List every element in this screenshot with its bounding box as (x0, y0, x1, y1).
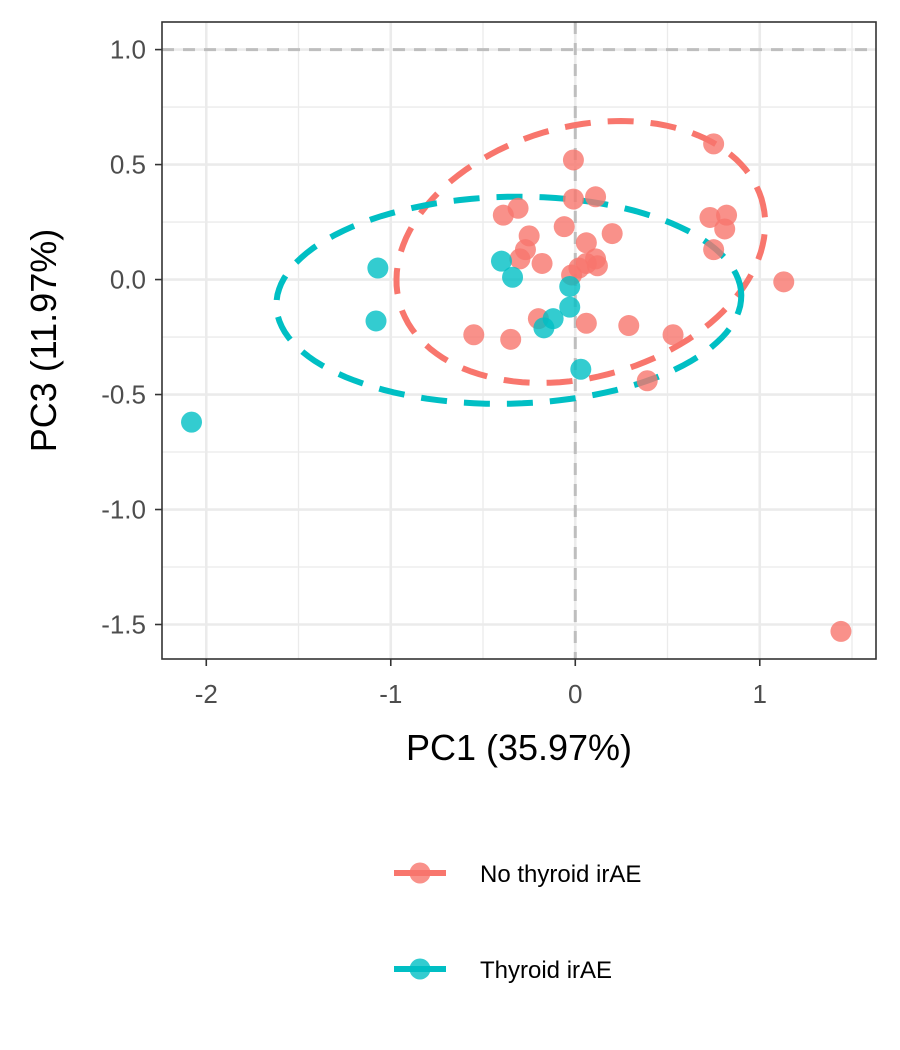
reference-lines (162, 22, 876, 659)
data-point (586, 255, 608, 277)
ellipse (393, 117, 769, 386)
data-point (553, 216, 575, 238)
y-axis-ticks: 1.0 0.5 0.0 -0.5 -1.0 -1.5 (101, 35, 162, 640)
data-point (367, 257, 389, 279)
y-tick-label: 1.0 (110, 35, 146, 65)
data-point (559, 275, 581, 297)
data-point (181, 411, 203, 433)
legend-key-point (409, 862, 431, 884)
x-tick-label: 0 (568, 679, 582, 709)
data-point (601, 223, 623, 245)
data-point (492, 204, 514, 226)
data-point (699, 206, 721, 228)
data-point (463, 324, 485, 346)
data-point (575, 232, 597, 254)
legend-key-point (409, 958, 431, 980)
y-tick-label: 0.5 (110, 150, 146, 180)
data-point (533, 317, 555, 339)
data-point (585, 186, 607, 208)
panel-border (161, 21, 877, 660)
ellipse (273, 193, 745, 407)
data-point (562, 149, 584, 171)
data-points (181, 133, 852, 642)
data-point (662, 324, 684, 346)
x-axis-ticks: -2 -1 0 1 (195, 659, 767, 709)
data-point (365, 310, 387, 332)
legend-label: Thyroid irAE (480, 957, 612, 984)
data-point (502, 266, 524, 288)
data-point (531, 252, 553, 274)
x-tick-label: -2 (195, 679, 218, 709)
data-point (509, 248, 531, 270)
y-axis-title: PC3 (11.97%) (23, 229, 64, 452)
data-point (575, 312, 597, 334)
y-tick-label: 0.0 (110, 265, 146, 295)
x-tick-label: -1 (379, 679, 402, 709)
confidence-ellipses (273, 117, 769, 407)
data-point (830, 620, 852, 642)
legend-item: Thyroid irAE (394, 957, 612, 984)
y-tick-label: -1.0 (101, 495, 146, 525)
data-point (559, 296, 581, 318)
data-point (500, 328, 522, 350)
data-point (618, 315, 640, 337)
data-point (562, 188, 584, 210)
legend-label: No thyroid irAE (480, 861, 641, 888)
y-tick-label: -0.5 (101, 380, 146, 410)
data-point (703, 239, 725, 261)
y-tick-label: -1.5 (101, 610, 146, 640)
legend: No thyroid irAE Thyroid irAE (394, 861, 641, 984)
data-point (773, 271, 795, 293)
x-tick-label: 1 (753, 679, 767, 709)
data-point (714, 218, 736, 240)
data-point (570, 358, 592, 380)
data-point (490, 250, 512, 272)
data-point (636, 370, 658, 392)
x-axis-title: PC1 (35.97%) (406, 727, 632, 768)
data-point (703, 133, 725, 155)
legend-item: No thyroid irAE (394, 861, 641, 888)
